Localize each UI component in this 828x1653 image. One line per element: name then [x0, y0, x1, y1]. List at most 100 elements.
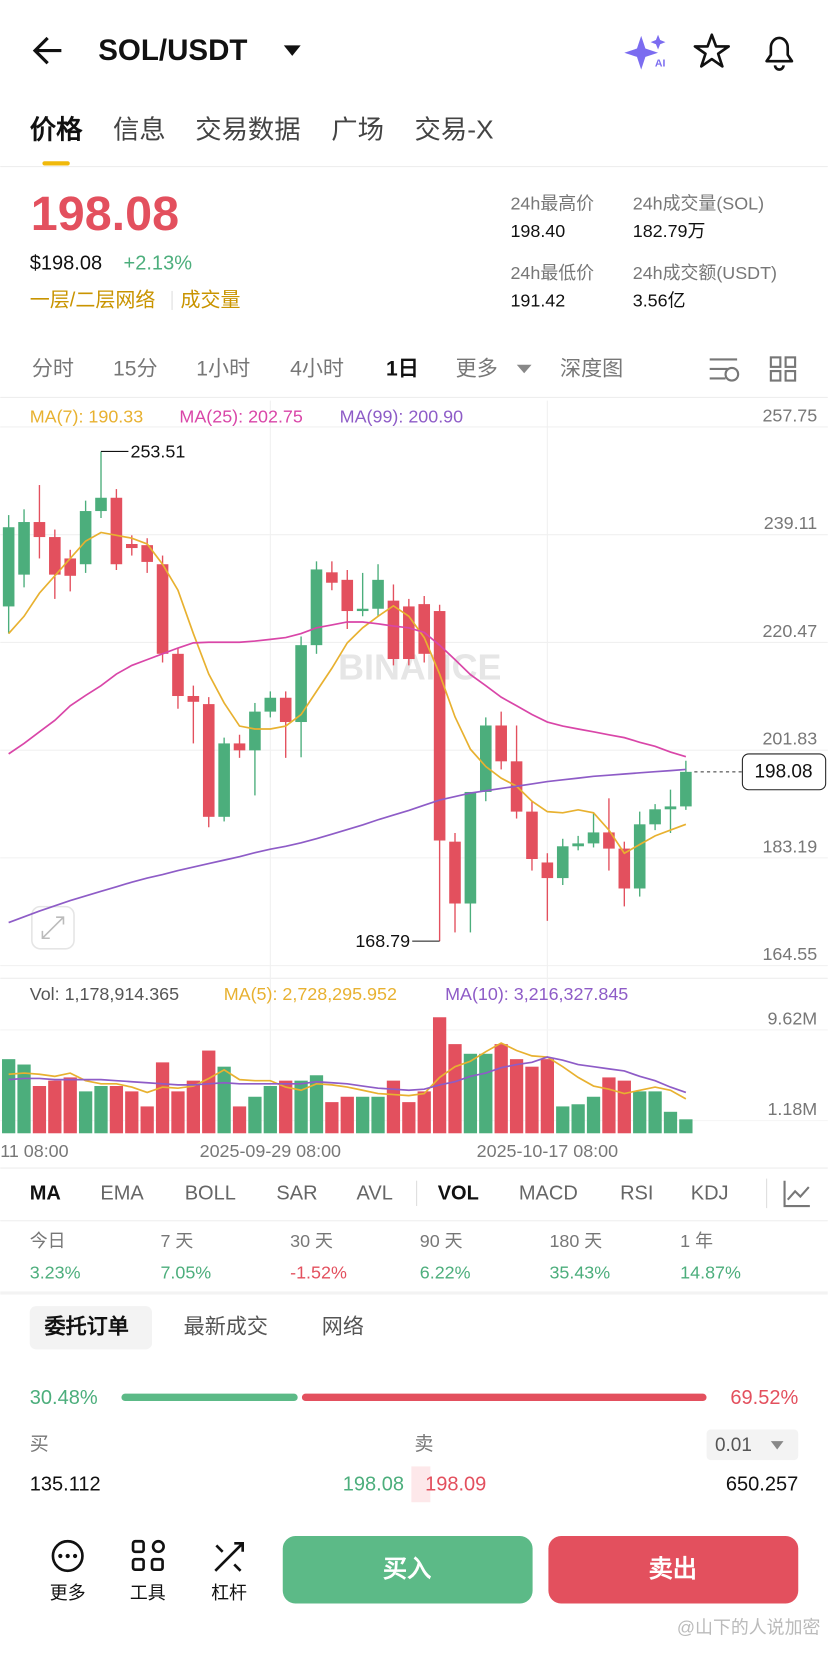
indicator[interactable]: MA: [30, 1182, 61, 1204]
candle-body: [603, 832, 615, 849]
candle-body: [218, 743, 230, 817]
ai-icon[interactable]: [624, 34, 666, 70]
volume-bar: [432, 1017, 447, 1134]
candle-body: [526, 811, 538, 860]
high-marker: 253.51: [131, 441, 186, 461]
volume-bar: [32, 1086, 47, 1134]
candle-body: [449, 841, 461, 904]
stat-value: 182.79万: [633, 221, 706, 241]
step-select[interactable]: 0.01: [715, 1435, 752, 1456]
price-change: +2.13%: [124, 253, 193, 275]
volume-bar: [356, 1096, 370, 1134]
candle-body: [64, 558, 77, 576]
buy-ratio: 30.48%: [30, 1387, 98, 1409]
volume-bar: [509, 1059, 524, 1134]
volume-bar: [540, 1059, 554, 1134]
bid-price: 198.08: [343, 1473, 404, 1495]
expand-button[interactable]: [31, 905, 75, 950]
candle-body: [279, 697, 292, 723]
more-dots: [58, 1553, 78, 1559]
book-tab[interactable]: 最新成交: [184, 1315, 268, 1339]
candle-body: [33, 522, 46, 538]
volume-bar: [417, 1091, 431, 1134]
interval[interactable]: 深度图: [560, 356, 623, 380]
candle-body: [403, 606, 415, 660]
sell-button[interactable]: [548, 1535, 799, 1604]
sell-ratio: 69.52%: [730, 1387, 798, 1409]
candle-body: [356, 608, 369, 612]
stat-label: 24h最低价: [510, 263, 594, 283]
volume-bar: [294, 1080, 308, 1134]
candle-body: [110, 497, 123, 565]
favorite-button[interactable]: [693, 33, 730, 68]
period-value: 3.23%: [30, 1262, 81, 1282]
tab[interactable]: 交易数据: [195, 115, 300, 145]
step-select-bg[interactable]: [706, 1429, 799, 1461]
interval[interactable]: 4小时: [290, 356, 344, 380]
indicator[interactable]: RSI: [620, 1182, 653, 1204]
tag[interactable]: 成交量: [180, 288, 240, 311]
tab[interactable]: 信息: [113, 115, 166, 145]
tab[interactable]: 价格: [30, 115, 83, 145]
stat-label: 24h成交量(SOL): [633, 193, 764, 213]
volume-bar: [125, 1091, 139, 1134]
tool-icons[interactable]: [51, 1539, 245, 1573]
ma-legend: MA(99): 200.90: [340, 406, 463, 426]
indicator[interactable]: SAR: [276, 1182, 317, 1204]
candle-body: [433, 611, 446, 841]
buy-button[interactable]: [282, 1535, 533, 1604]
indicator[interactable]: AVL: [357, 1182, 393, 1204]
volume-ma-legend: MA(5): 2,728,295.952: [224, 984, 397, 1004]
candle-body: [587, 832, 600, 844]
volume-bar: [263, 1086, 277, 1134]
pair-dropdown[interactable]: [283, 45, 301, 56]
tool-label[interactable]: 更多: [50, 1583, 86, 1603]
tool-label[interactable]: 杠杆: [211, 1583, 247, 1603]
volume-bar: [494, 1044, 508, 1134]
tab-indicator: [42, 161, 70, 166]
alert-button[interactable]: [765, 36, 794, 71]
candle-body: [572, 843, 584, 847]
indicator[interactable]: MACD: [519, 1182, 578, 1204]
volume-bar: [17, 1064, 31, 1134]
tool-label[interactable]: 工具: [130, 1583, 166, 1603]
back-button[interactable]: [32, 36, 62, 65]
candle-body: [187, 696, 200, 702]
buy-header: 买: [30, 1434, 49, 1455]
indicator-settings[interactable]: [783, 1180, 810, 1208]
candle-body: [79, 511, 92, 565]
period-value: 7.05%: [160, 1262, 211, 1282]
tab[interactable]: 广场: [331, 115, 384, 145]
book-tab[interactable]: 网络: [322, 1315, 364, 1339]
ma-line: [8, 1056, 687, 1094]
interval[interactable]: 15分: [113, 356, 158, 380]
chart-settings[interactable]: [709, 356, 797, 382]
volume-bar: [309, 1075, 324, 1134]
volume-bar: [586, 1096, 601, 1134]
stat-value: 191.42: [510, 290, 565, 310]
tab[interactable]: 交易-X: [415, 115, 494, 145]
volume-bar: [48, 1080, 62, 1134]
watermark: @山下的人说加密: [677, 1618, 821, 1638]
tag[interactable]: 一层/二层网络: [30, 288, 156, 311]
y-tick-label: 1.18M: [767, 1099, 817, 1119]
indicator[interactable]: KDJ: [691, 1182, 729, 1204]
indicator[interactable]: VOL: [438, 1182, 479, 1204]
last-price: 198.08: [31, 187, 179, 241]
interval[interactable]: 1小时: [196, 356, 250, 380]
candle-body: [172, 653, 184, 697]
x-tick-label: 2025-09-29 08:00: [200, 1141, 341, 1161]
volume-bar: [140, 1106, 154, 1134]
interval[interactable]: 1日: [386, 357, 419, 380]
ma-legend: MA(25): 202.75: [179, 406, 302, 426]
indicator[interactable]: EMA: [100, 1182, 144, 1204]
interval[interactable]: 更多: [456, 356, 498, 380]
sell-label[interactable]: 卖出: [649, 1556, 697, 1583]
candle-body: [556, 846, 569, 879]
interval[interactable]: 分时: [32, 356, 74, 380]
volume-bar: [340, 1096, 354, 1134]
book-tab[interactable]: 委托订单: [44, 1315, 128, 1339]
pair-title[interactable]: SOL/USDT: [98, 34, 247, 67]
buy-label[interactable]: 买入: [383, 1556, 431, 1583]
indicator[interactable]: BOLL: [185, 1182, 236, 1204]
